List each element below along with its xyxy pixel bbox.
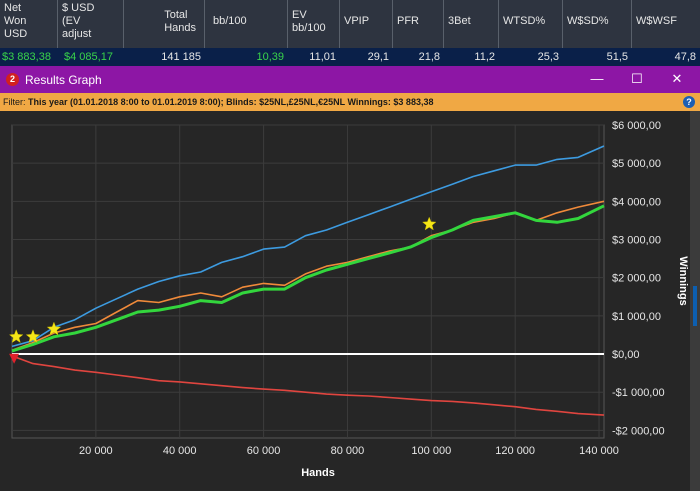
results-graph[interactable]: $6 000,00 $5 000,00 $4 000,00 $3 000,00 $2 0… bbox=[0, 111, 700, 491]
value-wwsf: 47,8 bbox=[674, 51, 696, 63]
graph-canvas[interactable]: $6 000,00 $5 000,00 $4 000,00 $3 000,00 $2 0… bbox=[0, 111, 690, 491]
help-icon[interactable]: ? bbox=[683, 96, 695, 108]
value-ev-bb100: 11,01 bbox=[309, 51, 336, 63]
series-line-0 bbox=[11, 145, 605, 348]
results-graph-titlebar[interactable]: 2 Results Graph — ☐ ✕ bbox=[0, 66, 700, 93]
y-tick-label: $4 000,00 bbox=[612, 196, 661, 208]
col-total-hands[interactable]: Total Hands bbox=[124, 0, 205, 48]
x-tick-label: 100 000 bbox=[411, 445, 451, 457]
x-axis-label: Hands bbox=[301, 467, 335, 479]
star-marker bbox=[8, 329, 24, 344]
col-label: 3Bet bbox=[448, 15, 471, 27]
minimize-button[interactable]: — bbox=[590, 71, 604, 86]
series-line-2 bbox=[11, 204, 605, 353]
x-tick-label: 60 000 bbox=[247, 445, 281, 457]
right-scrollbar[interactable] bbox=[690, 111, 700, 491]
window-title: Results Graph bbox=[25, 73, 102, 87]
close-button[interactable]: ✕ bbox=[671, 71, 683, 86]
y-tick-label: -$1 000,00 bbox=[612, 387, 665, 399]
col-label: EV bb/100 bbox=[292, 9, 326, 34]
col-net-won[interactable]: Net Won USD bbox=[0, 0, 58, 48]
col-label: PFR bbox=[397, 15, 419, 27]
value-pfr: 21,8 bbox=[418, 51, 440, 63]
plot-area bbox=[11, 124, 605, 439]
x-tick-label: 20 000 bbox=[79, 445, 113, 457]
y-tick-label: $1 000,00 bbox=[612, 311, 661, 323]
col-vpip[interactable]: VPIP bbox=[340, 0, 393, 48]
y-tick-label: $3 000,00 bbox=[612, 235, 661, 247]
col-label: Total Hands bbox=[164, 9, 196, 34]
col-3bet[interactable]: 3Bet bbox=[444, 0, 499, 48]
col-ev-bb100[interactable]: EV bb/100 bbox=[288, 0, 340, 48]
scrollbar-thumb[interactable] bbox=[693, 286, 697, 326]
filter-bar: Filter: This year (01.01.2018 8:00 to 01… bbox=[0, 93, 700, 111]
filter-label: Filter: bbox=[3, 97, 29, 107]
value-wsd: 51,5 bbox=[606, 51, 628, 63]
col-wsd[interactable]: W$SD% bbox=[563, 0, 632, 48]
col-label: VPIP bbox=[344, 15, 370, 27]
maximize-button[interactable]: ☐ bbox=[631, 71, 643, 86]
stats-value-row[interactable]: $3 883,38 $4 085,17 141 185 10,39 11,01 … bbox=[0, 48, 700, 66]
filter-text: This year (01.01.2018 8:00 to 01.01.2019… bbox=[28, 97, 434, 107]
app-badge-icon: 2 bbox=[6, 73, 19, 86]
col-label: $ USD (EV adjust bbox=[62, 2, 95, 40]
y-tick-label: $0,00 bbox=[612, 349, 640, 361]
star-marker bbox=[421, 216, 437, 231]
value-wtsd: 25,3 bbox=[537, 51, 559, 63]
value-total-hands: 141 185 bbox=[161, 51, 201, 63]
value-bb100: 10,39 bbox=[256, 51, 284, 63]
x-tick-label: 120 000 bbox=[495, 445, 535, 457]
red-triangle-marker bbox=[9, 353, 20, 364]
col-label: bb/100 bbox=[213, 15, 247, 27]
col-label: W$SD% bbox=[567, 15, 609, 27]
x-tick-label: 80 000 bbox=[331, 445, 365, 457]
series-line-3 bbox=[11, 355, 605, 416]
x-tick-label: 40 000 bbox=[163, 445, 197, 457]
y-tick-label: $6 000,00 bbox=[612, 120, 661, 132]
col-usd-ev[interactable]: $ USD (EV adjust bbox=[58, 0, 124, 48]
col-pfr[interactable]: PFR bbox=[393, 0, 444, 48]
y-axis-label: Winnings bbox=[677, 256, 689, 305]
stats-header-row: Net Won USD $ USD (EV adjust Total Hands… bbox=[0, 0, 700, 48]
y-tick-label: -$2 000,00 bbox=[612, 425, 665, 437]
y-tick-label: $5 000,00 bbox=[612, 158, 661, 170]
stats-table: Net Won USD $ USD (EV adjust Total Hands… bbox=[0, 0, 700, 66]
value-3bet: 11,2 bbox=[474, 51, 495, 63]
value-usd-ev: $4 085,17 bbox=[64, 51, 113, 63]
col-label: Net Won USD bbox=[4, 2, 28, 40]
value-net-won: $3 883,38 bbox=[2, 51, 51, 63]
x-tick-label: 140 000 bbox=[579, 445, 619, 457]
col-label: W$WSF bbox=[636, 15, 677, 27]
star-marker bbox=[25, 329, 41, 344]
value-vpip: 29,1 bbox=[367, 51, 389, 63]
col-wtsd[interactable]: WTSD% bbox=[499, 0, 563, 48]
col-wwsf[interactable]: W$WSF bbox=[632, 0, 700, 48]
col-label: WTSD% bbox=[503, 15, 546, 27]
star-marker bbox=[46, 321, 62, 336]
col-bb100[interactable]: bb/100 bbox=[205, 0, 288, 48]
y-tick-label: $2 000,00 bbox=[612, 273, 661, 285]
